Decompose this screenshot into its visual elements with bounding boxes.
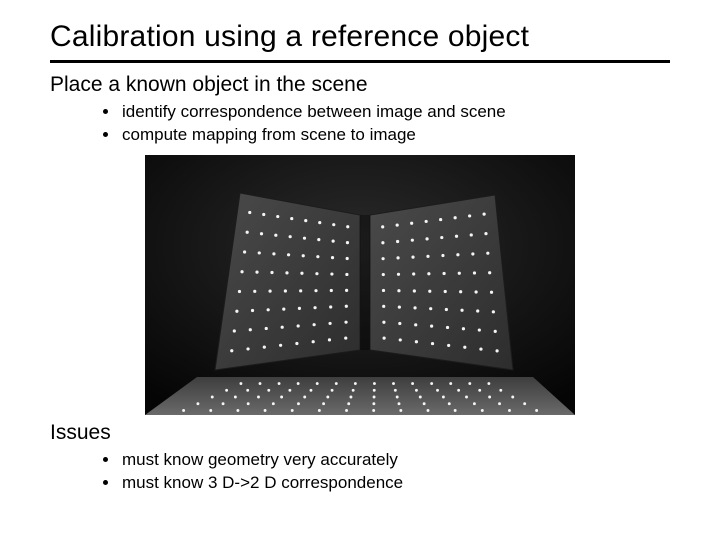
list-item: identify correspondence between image an…: [120, 101, 670, 124]
section-heading-1: Place a known object in the scene: [50, 73, 670, 97]
slide-title: Calibration using a reference object: [50, 20, 670, 54]
bullet-list-1: identify correspondence between image an…: [50, 101, 670, 147]
calibration-figure: [145, 155, 575, 415]
slide: Calibration using a reference object Pla…: [0, 0, 720, 540]
figure-container: [50, 155, 670, 415]
list-item: must know geometry very accurately: [120, 449, 670, 472]
section-heading-2: Issues: [50, 421, 670, 445]
bullet-list-2: must know geometry very accurately must …: [50, 449, 670, 495]
list-item: compute mapping from scene to image: [120, 124, 670, 147]
title-rule: [50, 60, 670, 63]
list-item: must know 3 D->2 D correspondence: [120, 472, 670, 495]
